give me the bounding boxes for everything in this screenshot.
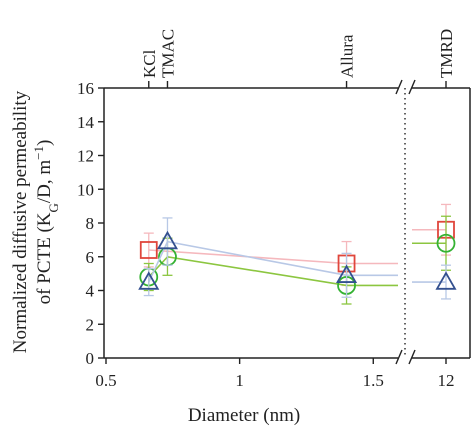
top-label-kcl: KCl [140,49,159,78]
y-tick-label: 8 [86,214,95,233]
series-triangle [138,217,457,300]
data-point-square [139,241,158,259]
y-tick-label: 10 [77,180,94,199]
y-tick-label: 14 [77,113,95,132]
x-axis-break-mark-right [408,349,416,365]
top-label-tmrd: TMRD [437,29,456,78]
y-tick-label: 2 [86,315,95,334]
y-tick-label: 16 [77,79,94,98]
y-tick-label: 4 [86,282,95,301]
x-axis-title: Diameter (nm) [188,405,300,426]
x-tick-label: 0.5 [95,371,116,390]
x-break-tick-label: 12 [438,371,455,390]
x-tick-label: 1 [235,371,244,390]
data-point-triangle [435,271,457,290]
data-point-circle [436,233,456,253]
top-axis-break-mark-left [395,79,403,95]
top-label-axis: KCl TMAC Allura TMRD [140,29,456,88]
y-axis-title: Normalized diffusive permeability of PCT… [10,90,61,353]
data-point-triangle [138,271,160,290]
series-line [148,240,398,283]
y-tick-label: 0 [86,349,95,368]
data-point-triangle [335,264,358,283]
top-label-allura: Allura [338,34,357,78]
y-tick-label: 6 [86,248,95,267]
top-label-tmac: TMAC [158,29,177,78]
data-point-triangle [156,230,179,250]
axes: 0 2 4 6 8 10 12 14 16 0.5 1 1.5 12 [77,79,471,390]
data-series [138,203,457,305]
x-axis-break-mark-left [395,349,403,365]
y-tick-label: 12 [77,147,94,166]
y-axis-title-line1: Normalized diffusive permeability [10,90,31,353]
series-line [148,255,398,287]
x-tick-label: 1.5 [363,371,384,390]
top-axis-break-mark-right [408,79,416,95]
y-axis-title-line2: of PCTE (KG/D, m−1) [31,140,61,305]
